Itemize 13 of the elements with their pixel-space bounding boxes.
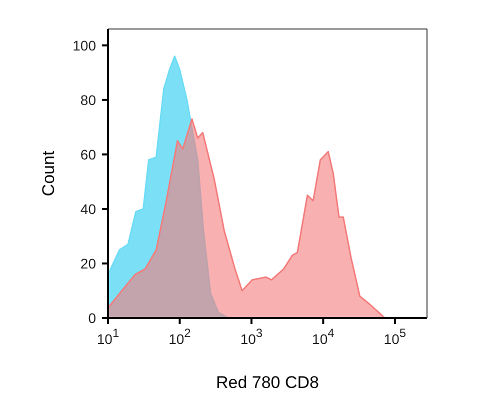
x-tick-label: 10$^{4}$: [312, 326, 335, 347]
x-tick-label: 10$^{3}$: [240, 326, 263, 347]
y-tick-label: 40: [80, 200, 96, 217]
x-axis-title: Red 780 CD8: [216, 373, 320, 392]
y-tick-label: 0: [88, 310, 96, 326]
y-tick-label: 100: [72, 37, 96, 54]
y-tick-label: 80: [80, 92, 96, 108]
y-tick-label: 60: [80, 146, 96, 162]
y-tick-label: 20: [80, 255, 96, 272]
x-tick-label: 10$^{5}$: [384, 326, 406, 347]
x-tick-label: 10$^{2}$: [168, 326, 192, 347]
x-tick-label: 10$^{1}$: [96, 326, 120, 347]
y-axis-title: Count: [39, 150, 58, 196]
